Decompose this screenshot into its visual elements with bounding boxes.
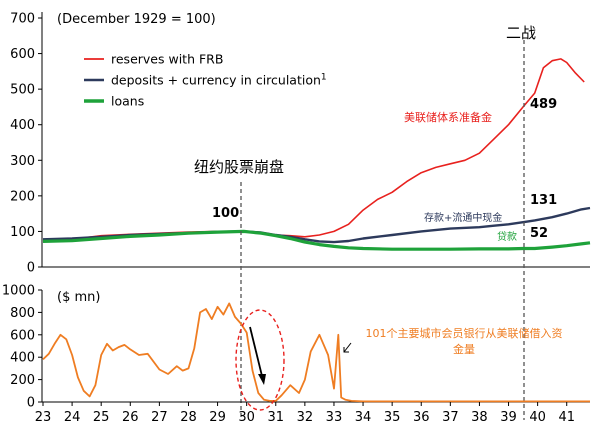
crash-annotation: 纽约股票崩盘 [194, 158, 284, 176]
deposits-annotation: 存款+流通中现金 [424, 211, 502, 224]
x-tick-label: 29 [209, 410, 226, 425]
top-y-tick-label: 400 [10, 118, 35, 133]
top-y-tick-label: 600 [10, 47, 35, 62]
top-y-tick-label: 0 [27, 261, 35, 276]
ww2-annotation: 二战 [506, 24, 536, 42]
x-tick-label: 34 [355, 410, 372, 425]
bottom-panel-note: ($ mn) [57, 290, 100, 305]
borrowing-annotation-line1: 101个主要城市会员银行从美联储借入资 [366, 326, 563, 340]
deposits-end-label: 131 [530, 193, 557, 208]
loans-end-label: 52 [530, 226, 548, 241]
bottom-y-tick-label: 1000 [2, 284, 35, 299]
x-tick-label: 37 [442, 410, 459, 425]
x-axis: 23 24 25 26 27 28 29 30 31 32 33 34 35 36 37 38 39 40 41 [35, 402, 575, 425]
borrowing-line [42, 302, 590, 403]
spike-arrow [343, 342, 352, 353]
legend-label-loans: loans [111, 94, 144, 109]
top-panel-note: (December 1929 = 100) [57, 12, 216, 27]
crash-down-arrow [249, 326, 266, 385]
x-tick-label: 39 [500, 410, 517, 425]
top-y-axis: 0 100 200 300 400 500 600 700 [10, 12, 42, 276]
top-y-tick-label: 100 [10, 225, 35, 240]
legend-label-deposits: deposits + currency in circulation1 [111, 73, 327, 88]
x-tick-label: 30 [238, 410, 255, 425]
x-tick-label: 27 [151, 410, 168, 425]
spike-arrow-head [343, 347, 349, 353]
crash-point-label: 100 [212, 206, 239, 221]
x-tick-label: 33 [326, 410, 343, 425]
reserves-end-label: 489 [530, 97, 557, 112]
x-tick-label: 32 [297, 410, 314, 425]
loans-line [42, 229, 591, 251]
top-y-tick-label: 200 [10, 189, 35, 204]
bottom-panel: 0 200 400 600 800 1000 ($ mn) 23 24 25 26 27 28 29 3… [2, 284, 590, 425]
legend-label-reserves: reserves with FRB [111, 52, 223, 67]
reserves-annotation: 美联储体系准备金 [404, 110, 492, 124]
top-series [42, 58, 591, 251]
x-tick-label: 41 [558, 410, 575, 425]
x-tick-label: 25 [93, 410, 110, 425]
top-y-tick-label: 500 [10, 83, 35, 98]
bottom-y-axis: 0 200 400 600 800 1000 [2, 284, 42, 411]
bottom-series [42, 302, 590, 403]
legend-footnote-marker: 1 [321, 73, 327, 83]
crash-arrow-head [258, 374, 266, 385]
x-tick-label: 28 [180, 410, 197, 425]
x-tick-label: 31 [267, 410, 284, 425]
x-tick-label: 36 [413, 410, 430, 425]
bottom-y-tick-label: 0 [27, 396, 35, 411]
spike-arrow-shaft [343, 342, 352, 353]
borrowing-annotation-line2: 金量 [453, 342, 475, 356]
bottom-y-tick-label: 400 [10, 351, 35, 366]
top-y-tick-label: 700 [10, 12, 35, 27]
loans-annotation: 贷款 [497, 230, 517, 243]
bottom-y-tick-label: 800 [10, 306, 35, 321]
bottom-y-tick-label: 600 [10, 328, 35, 343]
x-tick-label: 26 [122, 410, 139, 425]
top-y-tick-label: 300 [10, 154, 35, 169]
x-tick-label: 35 [384, 410, 401, 425]
x-tick-label: 24 [64, 410, 81, 425]
x-tick-label: 38 [471, 410, 488, 425]
crash-highlight-ellipse [235, 309, 285, 411]
x-tick-label: 23 [35, 410, 52, 425]
x-tick-label: 40 [529, 410, 546, 425]
crash-arrow-shaft [249, 326, 263, 377]
bottom-y-tick-label: 200 [10, 373, 35, 388]
top-panel: 0 100 200 300 400 500 600 700 (December 1929 = … [10, 12, 591, 420]
legend: reserves with FRB deposits + currency in … [84, 52, 327, 109]
